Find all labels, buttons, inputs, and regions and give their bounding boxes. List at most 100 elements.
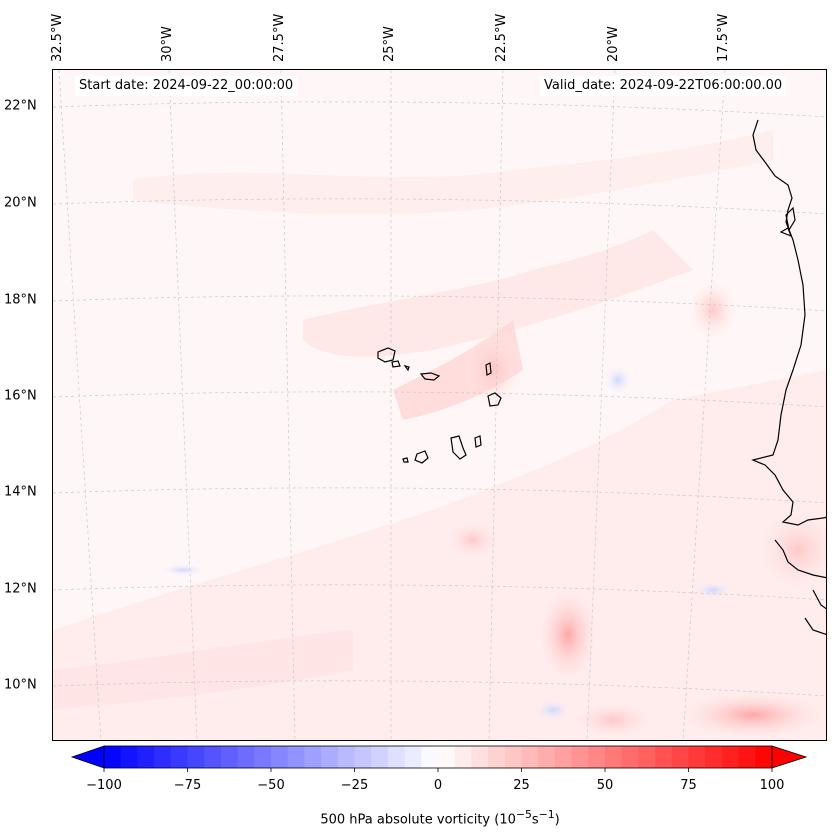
colorbar-tick-label: 25 xyxy=(513,778,530,793)
colorbar-step xyxy=(170,746,188,768)
colorbar-extend-min xyxy=(70,745,105,769)
coastline xyxy=(751,119,826,635)
vorticity-minimum xyxy=(535,700,571,720)
colorbar-unit-exp1: −5 xyxy=(515,808,532,821)
colorbar-step xyxy=(421,746,439,768)
valid-date-label: Valid_date: 2024-09-22T06:00:00.00 xyxy=(540,76,787,96)
colorbar-step xyxy=(287,746,305,768)
colorbar-ticks: −100 −75 −50 −25 0 25 50 75 100 xyxy=(86,768,784,793)
latitude-label: 16°N xyxy=(4,388,37,404)
vorticity-band xyxy=(53,630,353,710)
colorbar-step xyxy=(721,746,740,768)
vorticity-maximum xyxy=(758,510,826,590)
colorbar-tick-label: 100 xyxy=(760,778,785,793)
island-boa-vista xyxy=(487,392,502,407)
vorticity-maximum xyxy=(683,693,823,737)
longitude-label: 30°W xyxy=(160,26,175,62)
colorbar-step xyxy=(521,746,539,768)
graticule-meridian xyxy=(488,70,504,740)
longitude-label: 27.5°W xyxy=(272,13,287,62)
vorticity-maximum xyxy=(573,702,653,738)
vorticity-maximum xyxy=(463,330,523,410)
graticule-meridian xyxy=(586,70,616,740)
colorbar-step xyxy=(154,746,172,768)
longitude-label: 25°W xyxy=(382,26,397,62)
cape-verde-islands xyxy=(377,347,502,464)
colorbar-step xyxy=(554,746,573,768)
graticule-meridian xyxy=(58,70,102,740)
colorbar-step xyxy=(371,746,389,768)
colorbar-step xyxy=(538,746,556,768)
colorbar: −100 −75 −50 −25 0 25 50 75 100 xyxy=(70,745,808,793)
latitude-label: 14°N xyxy=(4,484,37,500)
graticule-meridian xyxy=(682,70,726,740)
african-coastline xyxy=(751,119,826,526)
graticule-meridian xyxy=(280,70,296,740)
island-brava xyxy=(402,457,409,463)
colorbar-step xyxy=(404,746,422,768)
colorbar-step xyxy=(738,746,756,768)
island-sao-vicente xyxy=(391,360,401,368)
longitude-label: 22.5°W xyxy=(494,13,509,62)
latitude-label: 18°N xyxy=(4,292,37,308)
colorbar-label-text: 500 hPa absolute vorticity xyxy=(320,812,491,828)
colorbar-body xyxy=(70,745,808,769)
colorbar-step xyxy=(605,746,623,768)
colorbar-step xyxy=(237,746,255,768)
colorbar-step xyxy=(387,746,406,768)
colorbar-unit-exp2: −1 xyxy=(538,808,555,821)
vorticity-band xyxy=(133,130,773,215)
colorbar-step xyxy=(137,746,155,768)
coastal-island xyxy=(785,206,796,232)
island-maio xyxy=(474,435,482,448)
colorbar-tick-label: −25 xyxy=(341,778,368,793)
colorbar-step xyxy=(120,746,138,768)
graticule-meridian xyxy=(168,70,198,740)
colorbar-tick-label: 0 xyxy=(434,778,442,793)
colorbar-step xyxy=(271,746,289,768)
island-sal xyxy=(485,362,492,376)
longitude-label: 32.5°W xyxy=(50,13,65,62)
vorticity-field xyxy=(53,130,826,740)
colorbar-step xyxy=(504,746,522,768)
vorticity-minimum xyxy=(604,366,632,394)
colorbar-step xyxy=(321,746,339,768)
colorbar-step xyxy=(438,746,456,768)
vorticity-maximum xyxy=(540,590,596,680)
colorbar-step xyxy=(204,746,222,768)
start-date-label: Start date: 2024-09-22_00:00:00 xyxy=(75,76,298,96)
colorbar-step xyxy=(755,746,773,768)
colorbar-step xyxy=(705,746,723,768)
vorticity-maximum xyxy=(448,522,498,558)
island-santo-antao xyxy=(377,347,396,363)
colorbar-step xyxy=(621,746,639,768)
island-fogo xyxy=(414,450,429,464)
vorticity-maximum xyxy=(688,280,738,340)
map-plot-area xyxy=(52,69,827,741)
colorbar-step xyxy=(304,746,322,768)
graticule-parallel xyxy=(53,101,826,118)
island-sao-nicolau xyxy=(419,372,441,381)
island-santiago xyxy=(450,435,467,460)
colorbar-step xyxy=(471,746,489,768)
african-coastline xyxy=(774,539,826,579)
colorbar-step xyxy=(488,746,506,768)
graticule-parallel xyxy=(53,487,826,504)
graticule-parallel xyxy=(53,391,826,408)
graticule xyxy=(53,70,826,740)
colorbar-step xyxy=(187,746,205,768)
latitude-label: 22°N xyxy=(4,98,37,114)
colorbar-step xyxy=(655,746,673,768)
colorbar-tick-label: −100 xyxy=(86,778,122,793)
vorticity-minimum xyxy=(695,582,731,598)
longitude-label: 17.5°W xyxy=(716,13,731,62)
graticule-parallel xyxy=(53,584,826,601)
colorbar-tick-label: −75 xyxy=(174,778,201,793)
graticule-parallel xyxy=(53,295,826,312)
colorbar-step xyxy=(104,746,122,768)
graticule-parallel xyxy=(53,680,826,697)
colorbar-step xyxy=(354,746,372,768)
african-coastline xyxy=(812,589,826,610)
colorbar-step xyxy=(254,746,272,768)
